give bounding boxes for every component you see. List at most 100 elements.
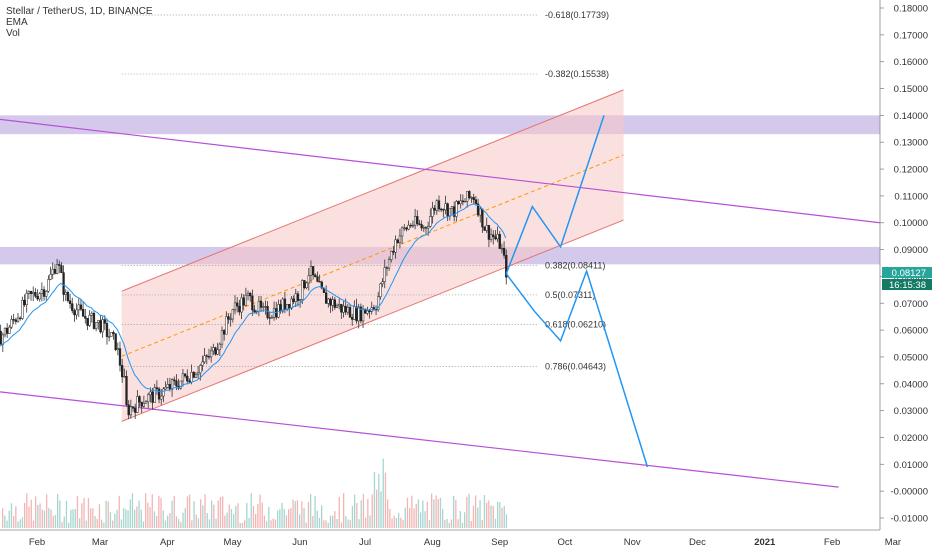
volume-bar [259,494,261,528]
chart-legend: Stellar / TetherUS, 1D, BINANCE EMA Vol [6,6,153,39]
candle-body [23,299,26,306]
volume-bar [186,496,189,528]
candle-body [162,388,165,397]
candle-body [487,225,491,240]
candle-body [19,317,22,320]
candle-body [407,224,410,230]
volume-bar [459,511,461,528]
candle-body [272,308,276,318]
volume-bar [138,500,140,528]
candle-body [14,319,17,322]
candle-body [422,227,425,229]
price-tick-label: -0.01000 [890,514,928,525]
candle-body [90,312,93,316]
fib-level-label: 0.5(0.07311) [545,290,595,300]
candle-body [338,304,341,307]
candle-body [355,306,358,322]
candle-body [344,305,347,313]
candle-body [216,349,219,355]
candle-body [442,209,445,211]
candle-body [114,333,117,350]
volume-bar [147,502,149,528]
volume-bar [246,502,248,528]
volume-bar [10,503,13,528]
price-tick-label: 0.03000 [894,406,928,417]
candle-body [138,396,141,403]
candle-body [383,267,386,282]
candle-body [461,200,465,203]
volume-bar [367,499,369,528]
time-tick-label: Jun [292,537,307,548]
ema-indicator-label[interactable]: EMA [6,17,28,28]
time-tick-label: May [224,537,242,548]
candle-body [348,307,352,318]
candle-body [223,330,226,335]
volume-bar [248,517,250,528]
candle-body [116,348,119,350]
volume-bar [285,515,288,528]
volume-bar [169,513,171,528]
volume-bar [90,508,92,528]
volume-bar [382,458,384,528]
time-tick-label: Mar [92,537,108,548]
volume-bar [360,500,362,528]
candle-body [481,208,484,228]
candle-body [55,264,59,274]
volume-bar [235,505,237,528]
candle-body [6,327,9,334]
candle-body [437,200,441,210]
volume-bar [404,507,406,528]
volume-bar [494,518,497,528]
volume-bar [68,522,70,528]
candle-body [160,395,163,400]
volume-bar [204,494,206,528]
candle-body [298,299,302,301]
candle-body [474,199,478,205]
volume-bar [180,522,182,528]
candle-body [144,401,148,404]
volume-bar [57,493,59,528]
volume-bar [281,502,283,528]
candle-body [301,280,304,300]
volume-bar [323,520,325,528]
candle-body [153,387,156,403]
volume-bar [450,519,453,528]
volume-bar [52,515,54,528]
channel-fill [121,89,624,422]
volume-indicator-label[interactable]: Vol [6,28,20,39]
volume-bar [224,515,226,528]
volume-bar [131,493,134,528]
volume-bar [369,515,371,528]
candle-body [201,361,204,366]
candle-body [79,304,83,310]
candle-body [502,247,506,256]
volume-bar [215,518,217,528]
candle-body [66,292,70,302]
candle-body [379,283,382,298]
candle-body [262,306,265,308]
volume-bar [424,511,426,528]
candle-body [51,268,54,275]
candle-body [409,224,412,227]
volume-bar [59,500,61,528]
volume-bar [26,493,28,528]
candle-body [392,250,395,253]
price-tick-label: 0.13000 [894,138,928,149]
volume-bar [446,518,448,528]
volume-bar [420,512,422,528]
volume-bar [477,507,479,528]
volume-bar [21,517,24,528]
candle-body [400,227,404,237]
candle-body [346,307,350,313]
candle-body [147,394,150,402]
symbol-title[interactable]: Stellar / TetherUS, 1D, BINANCE [6,6,153,17]
candle-body [431,207,434,217]
volume-bar [384,472,387,528]
volume-bar [197,518,200,528]
candle-body [496,234,499,240]
price-tick-label: 0.18000 [894,4,928,15]
price-tick-label: 0.06000 [894,326,928,337]
candle-body [97,320,100,323]
candle-body [190,372,193,383]
